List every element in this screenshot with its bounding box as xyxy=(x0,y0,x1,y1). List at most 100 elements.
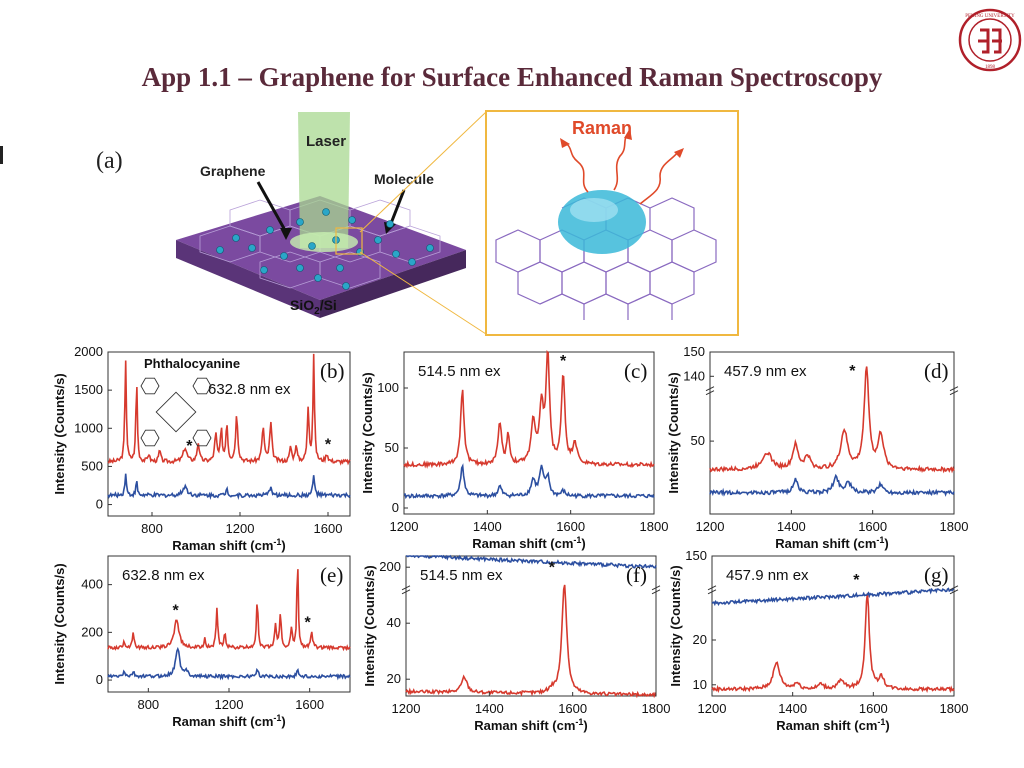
x-tick-label: 1600 xyxy=(859,701,888,716)
excitation-label: 457.9 nm ex xyxy=(724,363,807,380)
y-axis-label: Intensity (Counts/s) xyxy=(52,373,67,494)
y-tick-label: 1500 xyxy=(74,382,103,397)
series-line-2 xyxy=(403,463,655,500)
y-tick-label: 40 xyxy=(387,615,401,630)
chart-f: 1200 1400 1600 1800 20 40 200 (f) 514.5 nm ex * Ra… xyxy=(362,554,671,733)
x-tick-label: 800 xyxy=(137,697,159,712)
peak-star-marker: * xyxy=(305,615,312,632)
y-tick-label: 20 xyxy=(387,671,401,686)
schematic-panel-a: (a) Laser Graphene Molecule xyxy=(96,111,487,335)
series-line-2 xyxy=(107,646,351,681)
x-tick-label: 1200 xyxy=(390,519,419,534)
y-axis-label: Intensity (Counts/s) xyxy=(362,565,377,686)
series-line-2 xyxy=(711,587,955,607)
graphene-label: Graphene xyxy=(200,163,266,179)
y-tick-label: 10 xyxy=(693,677,707,692)
peak-star-marker: * xyxy=(186,438,193,455)
x-tick-label: 800 xyxy=(141,521,163,536)
panel-label: (b) xyxy=(320,359,345,383)
y-tick-label: 2000 xyxy=(74,344,103,359)
plot-frame xyxy=(711,555,955,697)
university-seal-icon: PEKING UNIVERSITY 1898 xyxy=(958,8,1022,72)
x-tick-label: 1400 xyxy=(778,701,807,716)
y-tick-label: 200 xyxy=(379,559,401,574)
axis-break-mark xyxy=(707,585,717,595)
x-tick-label: 1600 xyxy=(858,519,887,534)
x-tick-label: 1200 xyxy=(698,701,727,716)
panel-label: (f) xyxy=(626,563,647,587)
chart-b: 800 1200 1600 0 500 1000 1500 2000 (b) 632.8 nm e… xyxy=(52,344,351,553)
chart-g: 1200 1400 1600 1800 10 20 150 (g) 457.9 nm ex * Ra… xyxy=(668,548,968,733)
axis-break-mark xyxy=(705,386,715,396)
axis-break-mark xyxy=(949,386,959,396)
series-line-1 xyxy=(107,569,351,652)
molecule-arrow xyxy=(388,189,406,227)
y-tick-label: 0 xyxy=(96,497,103,512)
raman-inset: Raman xyxy=(485,110,739,336)
series-line-1 xyxy=(709,366,955,474)
x-tick-label: 1800 xyxy=(640,519,669,534)
x-tick-label: 1800 xyxy=(940,701,969,716)
edge-marker xyxy=(0,146,3,164)
x-tick-label: 1400 xyxy=(777,519,806,534)
y-tick-label: 50 xyxy=(385,440,399,455)
y-tick-label: 20 xyxy=(693,632,707,647)
y-tick-label: 200 xyxy=(81,624,103,639)
x-tick-label: 1600 xyxy=(314,521,343,536)
panel-label: (c) xyxy=(624,359,647,383)
peak-star-marker: * xyxy=(549,559,556,576)
panel-label: (e) xyxy=(320,563,343,587)
zoom-box xyxy=(335,227,363,255)
series-line-2 xyxy=(709,473,955,497)
y-tick-label: 0 xyxy=(392,500,399,515)
x-tick-label: 1200 xyxy=(392,701,421,716)
y-axis-label: Intensity (Counts/s) xyxy=(668,565,683,686)
peak-star-marker: * xyxy=(849,363,856,380)
x-axis-label: Raman shift (cm-1) xyxy=(172,537,286,553)
series-line-1 xyxy=(403,350,655,469)
y-tick-label: 0 xyxy=(96,672,103,687)
x-tick-label: 1400 xyxy=(473,519,502,534)
x-axis-label: Raman shift (cm-1) xyxy=(775,535,889,551)
substrate-label: SiO2/Si xyxy=(290,297,337,317)
excitation-label: 632.8 nm ex xyxy=(208,381,291,398)
raman-label: Raman xyxy=(572,118,632,138)
peak-star-marker: * xyxy=(325,437,332,454)
series-line-1 xyxy=(107,353,351,466)
axis-break-mark xyxy=(651,585,661,595)
y-tick-label: 150 xyxy=(683,344,705,359)
plot-frame xyxy=(107,351,351,517)
y-axis-label: Intensity (Counts/s) xyxy=(360,372,375,493)
excitation-label: 457.9 nm ex xyxy=(726,567,809,584)
seal-year: 1898 xyxy=(985,65,996,70)
peak-star-marker: * xyxy=(560,353,567,370)
plot-frame xyxy=(403,351,655,515)
substrate-side-right xyxy=(320,250,466,318)
y-tick-label: 1000 xyxy=(74,420,103,435)
series-line-1 xyxy=(711,593,955,694)
chart-e: 800 1200 1600 0 200 400 (e) 632.8 nm ex * * Raman … xyxy=(52,555,351,729)
y-tick-label: 400 xyxy=(81,577,103,592)
excitation-label: 514.5 nm ex xyxy=(418,363,501,380)
laser-beam xyxy=(298,112,350,248)
substrate-side-left xyxy=(176,240,320,318)
y-axis-label: Intensity (Counts/s) xyxy=(666,372,681,493)
y-tick-label: 140 xyxy=(683,368,705,383)
laser-label: Laser xyxy=(306,133,346,150)
peak-star-marker: * xyxy=(853,572,860,589)
x-tick-label: 1600 xyxy=(558,701,587,716)
peak-star-marker: * xyxy=(172,603,179,620)
slide-title: App 1.1 – Graphene for Surface Enhanced … xyxy=(141,62,883,92)
molecule-dots xyxy=(216,208,434,290)
y-tick-label: 100 xyxy=(377,380,399,395)
panel-label: (d) xyxy=(924,359,949,383)
y-tick-label: 150 xyxy=(685,548,707,563)
x-tick-label: 1200 xyxy=(215,697,244,712)
chart-c: 1200 1400 1600 1800 0 50 100 (c) 514.5 nm ex * Ram… xyxy=(360,350,669,551)
x-tick-label: 1800 xyxy=(642,701,671,716)
x-tick-label: 1600 xyxy=(556,519,585,534)
series-line-1 xyxy=(405,584,657,699)
axis-break-mark xyxy=(401,585,411,595)
